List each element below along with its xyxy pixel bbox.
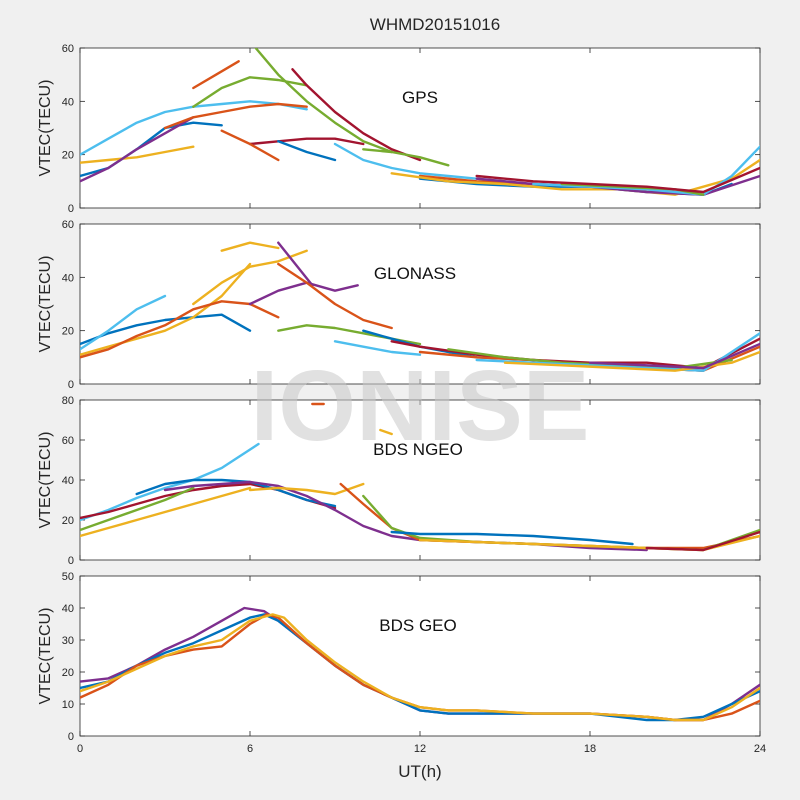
y-tick-label: 20	[62, 150, 74, 162]
x-tick-label: 18	[584, 743, 596, 755]
series-line-9	[291, 68, 422, 162]
subplot-4: 0 6 12 18 24 0 10 20 30 40 50 VTEC(TECU) BDS GEO	[37, 571, 766, 755]
y-tick-label: 60	[62, 219, 74, 231]
series-line-5	[192, 249, 308, 306]
series-line-12	[645, 530, 760, 552]
y-tick-label: 40	[62, 96, 74, 108]
y-axis-label: VTEC(TECU)	[37, 256, 54, 353]
series-line-14	[379, 428, 393, 436]
series-line-6	[220, 241, 280, 252]
subplot-3: 0 20 40 60 80 VTEC(TECU) BDS NGEO	[37, 395, 761, 567]
series-line-20	[560, 182, 705, 196]
panel-annotation: GPS	[402, 88, 438, 107]
x-tick-label: 6	[247, 743, 253, 755]
y-tick-label: 60	[62, 43, 74, 55]
subplot-1: 0 20 40 60 VTEC(TECU) GPS	[37, 43, 761, 215]
y-tick-label: 20	[62, 515, 74, 527]
y-tick-label: 0	[68, 203, 74, 215]
y-tick-label: 40	[62, 272, 74, 284]
series-line-4	[80, 613, 760, 722]
y-axis-label: VTEC(TECU)	[37, 432, 54, 529]
axes-box	[79, 575, 761, 737]
series-line-5	[135, 478, 337, 508]
series-line-21	[475, 166, 760, 194]
y-tick-label: 0	[68, 379, 74, 391]
y-tick-label: 30	[62, 635, 74, 647]
series-line-11	[277, 140, 337, 162]
panel-annotation: BDS NGEO	[373, 440, 463, 459]
chart-title: WHMD20151016	[370, 15, 500, 34]
axes-box	[79, 47, 761, 209]
watermark: IONISE	[251, 350, 590, 462]
x-tick-label: 12	[414, 743, 426, 755]
series-line-5	[163, 102, 308, 130]
x-axis-label: UT(h)	[398, 762, 441, 781]
y-tick-label: 0	[68, 555, 74, 567]
series-line-18	[588, 342, 760, 370]
series-line-4	[80, 300, 280, 359]
series-group	[80, 241, 760, 372]
series-line-4	[80, 116, 195, 183]
series-line-11	[333, 340, 422, 356]
y-tick-label: 0	[68, 731, 74, 743]
series-line-7	[248, 482, 365, 496]
y-tick-label: 60	[62, 435, 74, 447]
y-tick-label: 50	[62, 571, 74, 583]
y-tick-label: 40	[62, 603, 74, 615]
panel-annotation: BDS GEO	[379, 616, 456, 635]
series-line-8	[254, 48, 393, 154]
series-line-7	[277, 241, 314, 287]
y-tick-label: 10	[62, 699, 74, 711]
series-line-12	[220, 129, 280, 162]
series-line-17	[503, 350, 760, 372]
y-tick-label: 40	[62, 475, 74, 487]
series-group	[80, 48, 760, 196]
series-line-6	[192, 76, 308, 108]
series-line-4	[80, 486, 195, 532]
series-group	[80, 402, 760, 552]
series-line-2	[80, 486, 252, 538]
x-tick-label: 0	[77, 743, 83, 755]
series-line-1	[80, 313, 252, 346]
y-tick-label: 80	[62, 395, 74, 407]
series-line-19	[532, 145, 760, 196]
series-line-3	[80, 145, 195, 164]
series-line-3	[80, 262, 252, 356]
y-axis-label: VTEC(TECU)	[37, 80, 54, 177]
series-line-10	[390, 530, 634, 546]
y-tick-label: 20	[62, 667, 74, 679]
series-group	[80, 606, 760, 722]
series-line-18	[475, 174, 760, 196]
panel-annotation: GLONASS	[374, 264, 456, 283]
series-line-2	[80, 294, 167, 351]
subplot-2: 0 20 40 60 VTEC(TECU) GLONASS	[37, 219, 761, 391]
y-tick-label: 20	[62, 326, 74, 338]
series-line-13	[362, 148, 450, 167]
series-line-9	[277, 262, 393, 330]
y-axis-label: VTEC(TECU)	[37, 608, 54, 705]
x-tick-label: 24	[754, 743, 766, 755]
series-line-10	[248, 137, 365, 146]
series-line-1	[80, 442, 260, 522]
series-line-7	[192, 60, 240, 90]
